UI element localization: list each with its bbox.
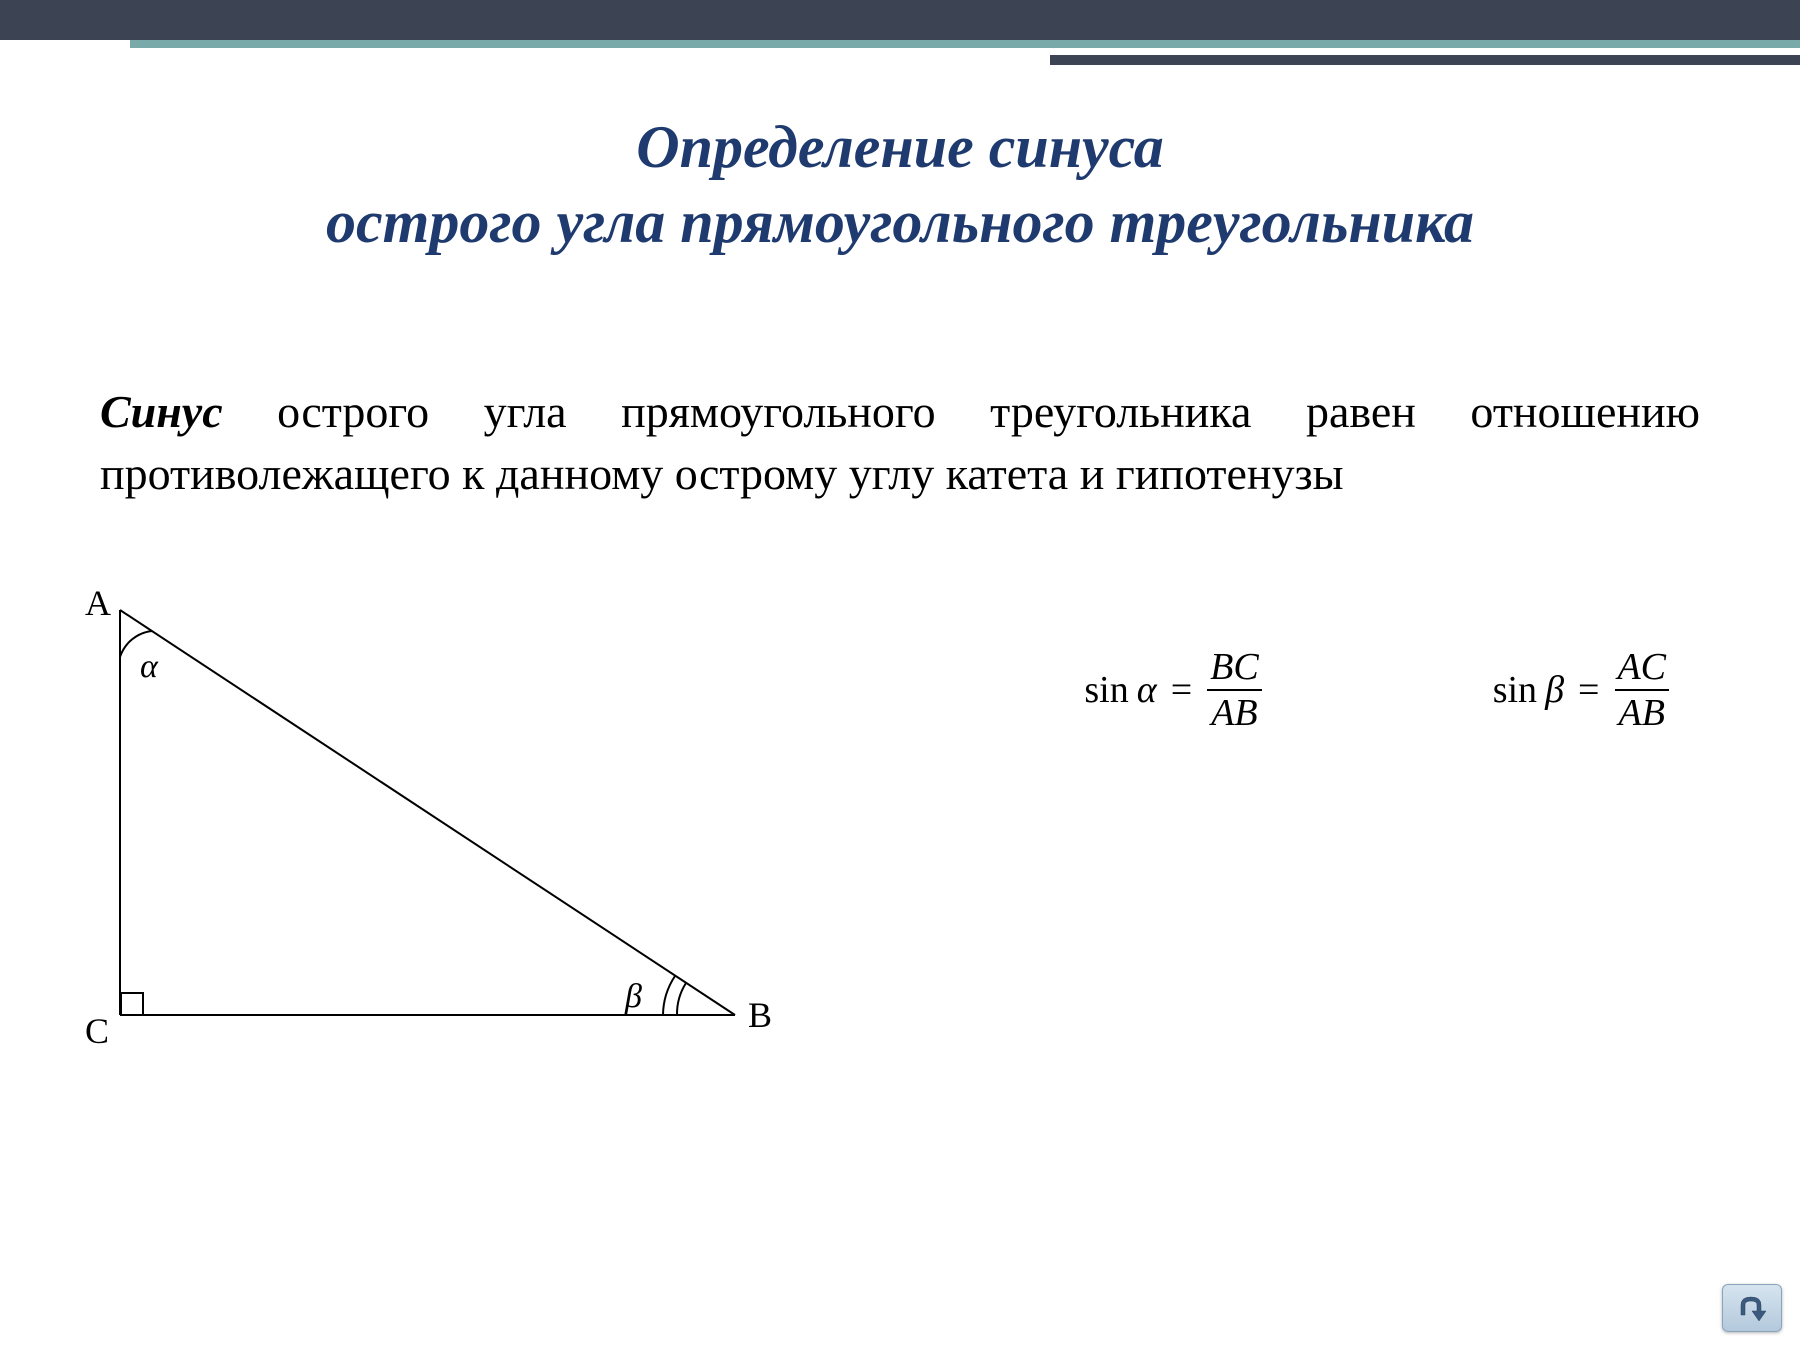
- defined-term: Синус: [100, 386, 223, 437]
- vertex-label-a: A: [85, 583, 111, 623]
- definition-block: Синус острого угла прямоугольного треуго…: [0, 261, 1800, 505]
- equals-sign: =: [1171, 668, 1192, 712]
- formula-denominator: AB: [1615, 689, 1669, 735]
- formula-fraction: BC AB: [1206, 645, 1263, 735]
- vertex-label-c: C: [85, 1011, 109, 1051]
- title-line-2: острого угла прямоугольного треугольника: [60, 183, 1740, 261]
- formula-sin-beta: sin β = AC AB: [1493, 645, 1670, 735]
- formula-func: sin: [1493, 668, 1537, 712]
- formula-fraction: AC AB: [1613, 645, 1670, 735]
- header-decoration: [0, 40, 1800, 76]
- formula-func: sin: [1084, 668, 1128, 712]
- title-line-1: Определение синуса: [60, 111, 1740, 183]
- alpha-label: α: [140, 648, 159, 685]
- beta-label: β: [624, 978, 642, 1015]
- slide-title: Определение синуса острого угла прямоуго…: [0, 76, 1800, 261]
- teal-line: [130, 40, 1800, 48]
- definition-rest: острого угла прямоугольного треугольника…: [100, 386, 1700, 499]
- formula-var: α: [1137, 668, 1157, 712]
- vertex-label-b: B: [748, 995, 772, 1035]
- triangle-side-ab: [120, 610, 735, 1015]
- beta-angle-arc-2: [663, 976, 675, 1015]
- equals-sign: =: [1578, 668, 1599, 712]
- u-turn-arrow-icon: [1733, 1293, 1771, 1323]
- formula-sin-alpha: sin α = BC AB: [1084, 645, 1262, 735]
- dark-line-right: [1050, 55, 1800, 65]
- definition-text: Синус острого угла прямоугольного треуго…: [100, 381, 1700, 505]
- triangle-diagram: A C B α β: [55, 575, 775, 1075]
- formula-denominator: AB: [1207, 689, 1261, 735]
- top-bar: [0, 0, 1800, 40]
- right-angle-marker: [121, 993, 143, 1015]
- formula-numerator: BC: [1206, 645, 1263, 689]
- beta-angle-arc-1: [677, 983, 686, 1015]
- formula-container: sin α = BC AB sin β = AC AB: [1084, 645, 1670, 735]
- nav-return-button[interactable]: [1722, 1284, 1782, 1332]
- formula-numerator: AC: [1613, 645, 1670, 689]
- formula-var: β: [1545, 668, 1564, 712]
- content-area: A C B α β sin α = BC AB sin β = AC AB: [0, 575, 1800, 1095]
